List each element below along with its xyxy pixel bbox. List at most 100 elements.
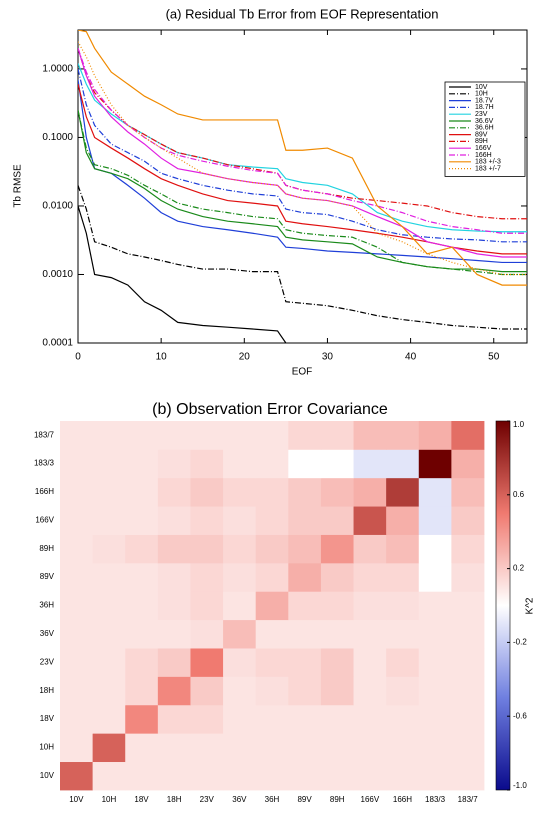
heatmap-cell — [223, 676, 257, 706]
legend-label: 166V — [475, 145, 492, 152]
x-tick-label: 30 — [322, 352, 334, 363]
colorbar-tick-label: 1.0 — [513, 420, 525, 429]
heatmap-cell — [353, 761, 387, 791]
heatmap-cell — [288, 421, 322, 450]
legend-box — [444, 81, 526, 177]
heatmap-cell — [255, 449, 289, 479]
heatmap-cell — [60, 449, 94, 479]
heatmap-cell — [386, 704, 420, 734]
chart-title: (b) Observation Error Covariance — [152, 401, 388, 418]
heatmap-cell — [353, 733, 387, 763]
heatmap-cell — [125, 506, 159, 535]
series-line — [78, 110, 527, 276]
legend-label: 23V — [475, 111, 488, 118]
heatmap-cell — [451, 591, 485, 621]
x-tick-label: 20 — [239, 352, 251, 363]
heatmap-cell — [60, 619, 94, 649]
heatmap-cell — [386, 477, 420, 507]
plot-frame — [77, 29, 528, 344]
heatmap-cell — [190, 761, 224, 791]
heatmap-cell — [223, 506, 257, 535]
heatmap-cell — [386, 449, 420, 479]
heatmap-cell — [320, 676, 354, 706]
heatmap-cell — [190, 591, 224, 621]
heatmap-cell — [288, 477, 322, 507]
heatmap-cell — [255, 704, 289, 734]
heatmap-cell — [157, 477, 191, 507]
heatmap-cell — [92, 562, 126, 592]
heatmap-cell — [92, 648, 126, 677]
heatmap-cell — [125, 619, 159, 649]
y-tick-label: 10V — [40, 771, 55, 780]
heatmap-cell — [157, 506, 191, 535]
legend-label: 10H — [475, 91, 488, 98]
heatmap-cell — [353, 704, 387, 734]
heatmap-cell — [418, 676, 452, 706]
heatmap-cell — [255, 733, 289, 763]
heatmap-cell — [190, 506, 224, 535]
heatmap-cell — [190, 676, 224, 706]
colorbar — [495, 420, 511, 791]
heatmap-cell — [125, 534, 159, 564]
heatmap-cell — [288, 591, 322, 621]
y-tick-label: 183/3 — [34, 459, 55, 468]
heatmap-cell — [288, 449, 322, 479]
heatmap-cell — [190, 704, 224, 734]
heatmap-cell — [386, 648, 420, 677]
heatmap-cell — [60, 591, 94, 621]
heatmap-cell — [320, 733, 354, 763]
heatmap-cell — [60, 534, 94, 564]
heatmap-cell — [223, 761, 257, 791]
heatmap-cell — [125, 562, 159, 592]
x-tick-label: 36H — [265, 795, 280, 804]
x-tick-label: 166V — [361, 795, 380, 804]
heatmap-cell — [60, 506, 94, 535]
heatmap-cell — [386, 591, 420, 621]
heatmap-cell — [320, 477, 354, 507]
heatmap-cell — [320, 449, 354, 479]
heatmap-cell — [157, 449, 191, 479]
heatmap-cell — [353, 648, 387, 677]
heatmap-cell — [386, 562, 420, 592]
heatmap-cell — [60, 477, 94, 507]
heatmap-cell — [288, 619, 322, 649]
heatmap-cell — [223, 449, 257, 479]
x-tick-label: 10H — [102, 795, 117, 804]
heatmap-cell — [320, 421, 354, 450]
heatmap-cell — [320, 648, 354, 677]
heatmap-cell — [60, 648, 94, 677]
y-tick-label: 166V — [35, 515, 54, 524]
heatmap-cell — [320, 506, 354, 535]
heatmap-cell — [223, 619, 257, 649]
heatmap-cell — [386, 534, 420, 564]
heatmap-cell — [125, 449, 159, 479]
heatmap-cell — [418, 449, 452, 479]
heatmap-cell — [418, 506, 452, 535]
legend-label: 36.6H — [475, 125, 494, 132]
heatmap-cell — [125, 648, 159, 677]
heatmap-cell — [190, 534, 224, 564]
heatmap-cell — [386, 733, 420, 763]
heatmap-cell — [386, 676, 420, 706]
heatmap-cell — [451, 449, 485, 479]
legend-label: 36.6V — [475, 118, 494, 125]
heatmap-cell — [418, 534, 452, 564]
heatmap-cell — [223, 648, 257, 677]
heatmap-cell — [92, 591, 126, 621]
series-line — [78, 205, 287, 343]
series-line — [78, 185, 527, 330]
heatmap-cell — [418, 477, 452, 507]
heatmap-cell — [92, 733, 126, 763]
legend-label: 183 +/-3 — [475, 159, 501, 166]
heatmap-cell — [92, 534, 126, 564]
y-tick-label: 10H — [39, 743, 54, 752]
heatmap-cell — [255, 477, 289, 507]
heatmap-cell — [288, 648, 322, 677]
x-tick-label: 183/3 — [425, 795, 446, 804]
heatmap-cell — [353, 506, 387, 535]
heatmap-cell — [451, 704, 485, 734]
heatmap-cell — [320, 761, 354, 791]
heatmap-cell — [288, 704, 322, 734]
heatmap-cell — [255, 562, 289, 592]
